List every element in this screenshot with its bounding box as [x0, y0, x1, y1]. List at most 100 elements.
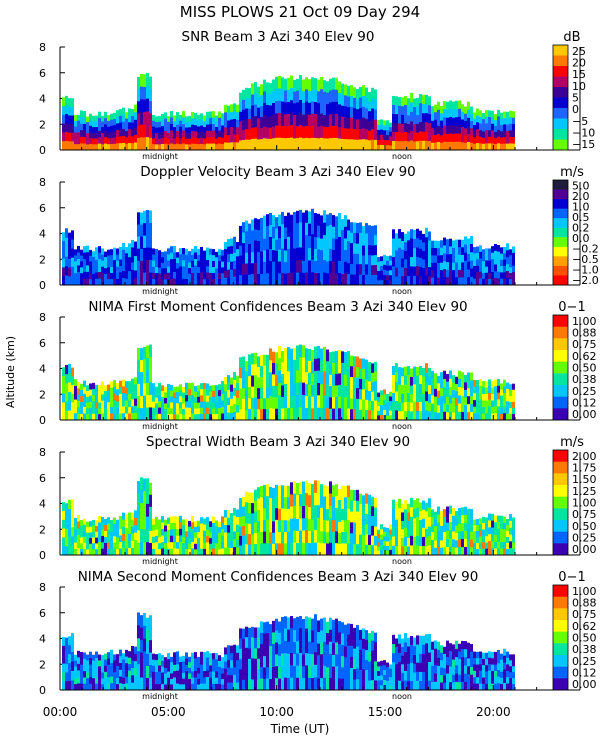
heatmap-cell — [125, 387, 128, 395]
heatmap-cell — [494, 393, 497, 401]
heatmap-cell — [386, 532, 389, 538]
colorbar-swatch — [553, 256, 568, 267]
heatmap-cell — [239, 526, 242, 537]
heatmap-cell — [314, 626, 317, 641]
heatmap-cell — [263, 376, 266, 388]
heatmap-cell — [467, 238, 470, 247]
heatmap-cell — [347, 396, 350, 409]
heatmap-cell — [377, 415, 380, 421]
heatmap-cell — [509, 143, 512, 151]
heatmap-cell — [356, 377, 359, 389]
heatmap-cell — [314, 138, 317, 151]
heatmap-cell — [152, 272, 155, 280]
heatmap-cell — [305, 113, 308, 127]
heatmap-cell — [491, 272, 494, 280]
heatmap-cell — [212, 130, 215, 138]
heatmap-cell — [260, 217, 263, 230]
heatmap-cell — [416, 238, 419, 249]
heatmap-cell — [161, 120, 164, 127]
heatmap-cell — [476, 683, 479, 691]
heatmap-cell — [446, 640, 449, 650]
heatmap-cell — [170, 662, 173, 669]
heatmap-cell — [404, 267, 407, 277]
heatmap-cell — [509, 117, 512, 125]
heatmap-cell — [149, 235, 152, 249]
heatmap-cell — [74, 672, 77, 679]
heatmap-cell — [377, 124, 380, 131]
heatmap-cell — [200, 658, 203, 666]
panel-title: SNR Beam 3 Azi 340 Elev 90 — [182, 29, 375, 45]
heatmap-cell — [320, 348, 323, 361]
heatmap-cell — [341, 362, 344, 375]
heatmap-cell — [146, 641, 149, 655]
heatmap-cell — [503, 535, 506, 543]
heatmap-cell — [428, 123, 431, 133]
heatmap-cell — [479, 278, 482, 286]
heatmap-cell — [428, 526, 431, 537]
colorbar-swatch — [553, 678, 568, 691]
heatmap-cell — [161, 535, 164, 543]
heatmap-cell — [290, 628, 293, 642]
heatmap-cell — [89, 261, 92, 268]
heatmap-cell — [68, 258, 71, 269]
heatmap-cell — [161, 385, 164, 392]
heatmap-cell — [398, 402, 401, 412]
heatmap-cell — [293, 347, 296, 361]
heatmap-cell — [236, 667, 239, 676]
heatmap-cell — [230, 405, 233, 414]
heatmap-cell — [416, 635, 419, 646]
heatmap-cell — [125, 521, 128, 529]
heatmap-cell — [80, 537, 83, 544]
midnight-marker: midnight — [142, 152, 178, 161]
heatmap-cell — [512, 395, 515, 403]
heatmap-cell — [95, 664, 98, 672]
heatmap-cell — [350, 232, 353, 244]
heatmap-cell — [422, 509, 425, 520]
heatmap-cell — [290, 396, 293, 409]
heatmap-cell — [500, 389, 503, 397]
heatmap-cell — [404, 411, 407, 421]
heatmap-cell — [68, 382, 71, 393]
heatmap-cell — [167, 517, 170, 525]
heatmap-cell — [221, 113, 224, 120]
heatmap-cell — [353, 118, 356, 130]
heatmap-cell — [398, 97, 401, 107]
heatmap-cell — [329, 102, 332, 115]
heatmap-cell — [476, 272, 479, 280]
heatmap-cell — [506, 549, 509, 556]
heatmap-cell — [473, 112, 476, 120]
heatmap-cell — [68, 518, 71, 528]
heatmap-cell — [326, 520, 329, 533]
heatmap-cell — [296, 518, 299, 532]
heatmap-cell — [320, 543, 323, 556]
heatmap-cell — [512, 272, 515, 280]
heatmap-cell — [254, 679, 257, 691]
heatmap-cell — [179, 384, 182, 391]
heatmap-cell — [482, 119, 485, 126]
heatmap-cell — [326, 104, 329, 117]
heatmap-cell — [188, 268, 191, 275]
heatmap-cell — [509, 249, 512, 256]
heatmap-cell — [80, 664, 83, 672]
heatmap-cell — [425, 662, 428, 672]
heatmap-cell — [74, 548, 77, 556]
heatmap-cell — [68, 363, 71, 374]
heatmap-cell — [224, 241, 227, 250]
heatmap-cell — [62, 654, 65, 665]
heatmap-cell — [197, 414, 200, 421]
heatmap-cell — [380, 275, 383, 281]
heatmap-cell — [509, 110, 512, 118]
heatmap-cell — [257, 627, 260, 639]
heatmap-cell — [467, 380, 470, 389]
heatmap-cell — [269, 272, 272, 286]
heatmap-cell — [317, 138, 320, 151]
heatmap-cell — [221, 261, 224, 268]
heatmap-cell — [257, 487, 260, 500]
heatmap-cell — [185, 664, 188, 672]
heatmap-cell — [233, 674, 236, 683]
heatmap-cell — [149, 518, 152, 532]
heatmap-cell — [338, 224, 341, 238]
heatmap-cell — [155, 260, 158, 268]
heatmap-cell — [383, 541, 386, 547]
heatmap-cell — [317, 382, 320, 396]
